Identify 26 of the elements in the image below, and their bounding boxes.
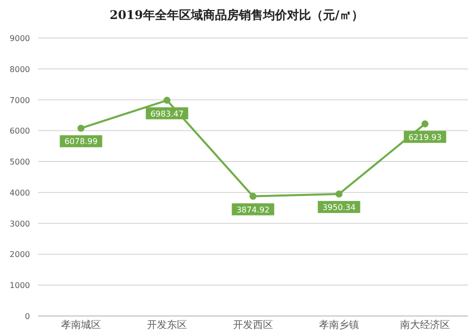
point bbox=[164, 96, 170, 104]
x-tick-label: 开发西区 bbox=[233, 320, 273, 331]
x-tick-label: 孝南城区 bbox=[61, 319, 101, 331]
x-tick-label: 南大经济区 bbox=[400, 319, 450, 331]
point bbox=[336, 190, 342, 198]
y-tick-label: 0 bbox=[24, 312, 30, 321]
y-tick-label: 3000 bbox=[10, 219, 30, 228]
data-label: 6983.47 bbox=[150, 109, 184, 118]
y-tick-label: 8000 bbox=[10, 64, 30, 74]
y-tick-label: 5000 bbox=[10, 158, 30, 167]
y-tick-label: 9000 bbox=[10, 34, 30, 43]
data-label: 6078.99 bbox=[64, 137, 98, 146]
data-label: 3874.92 bbox=[236, 205, 270, 214]
y-tick-label: 6000 bbox=[10, 126, 30, 136]
x-tick-label: 开发东区 bbox=[147, 319, 187, 331]
y-tick-label: 1000 bbox=[10, 281, 30, 290]
y-tick-label: 4000 bbox=[10, 188, 30, 198]
data-label: 6219.93 bbox=[408, 132, 442, 142]
y-tick-label: 7000 bbox=[10, 96, 30, 105]
point bbox=[250, 192, 256, 200]
x-tick-label: 孝南乡镇 bbox=[319, 319, 359, 331]
point bbox=[422, 120, 428, 128]
data-label: 3950.34 bbox=[322, 202, 356, 212]
chart-title: 2019年全年区域商品房销售均价对比（元/㎡） bbox=[110, 8, 364, 22]
point bbox=[78, 124, 84, 132]
y-tick-label: 2000 bbox=[10, 250, 30, 260]
